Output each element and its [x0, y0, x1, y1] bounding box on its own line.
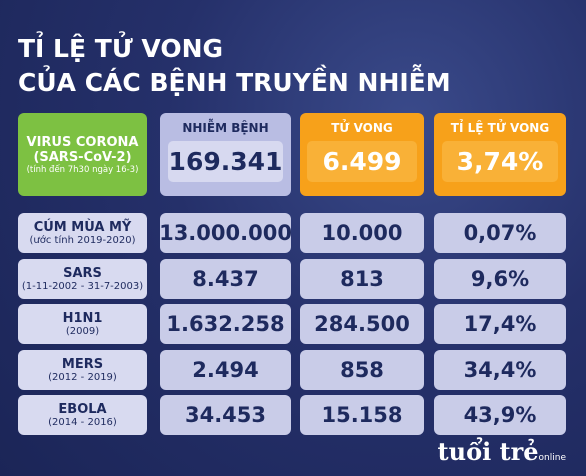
- title: TỈ LỆ TỬ VONG: [18, 34, 224, 63]
- rate-cell: 43,9%: [434, 395, 566, 435]
- cases-cell: 13.000.000: [159, 213, 292, 253]
- disease-name: EBOLA: [58, 402, 107, 417]
- disease-name: SARS: [63, 265, 102, 281]
- column-header: TỬ VONG: [331, 121, 393, 135]
- rate-box: TỈ LỆ TỬ VONG 3,74%: [434, 113, 566, 196]
- disease-period: (2014 - 2016): [48, 417, 117, 428]
- deaths-value: 6.499: [307, 141, 417, 182]
- deaths-box: TỬ VONG 6.499: [300, 113, 424, 196]
- featured-name: VIRUS CORONA (SARS-CoV-2) (tính đến 7h30…: [18, 113, 147, 196]
- disease-period: (2012 - 2019): [48, 371, 117, 383]
- rate-value: 3,74%: [441, 141, 559, 182]
- disease-name: CÚM MÙA MỸ: [33, 220, 132, 235]
- cases-value: 169.341: [167, 141, 284, 182]
- row-name: EBOLA (2014 - 2016): [18, 395, 147, 435]
- deaths-cell: 284.500: [300, 304, 424, 344]
- deaths-cell: 10.000: [300, 213, 424, 253]
- row-name: SARS (1-11-2002 - 31-7-2003): [18, 258, 147, 299]
- row-name: H1N1 (2009): [18, 304, 147, 344]
- row-name: MERS (2012 - 2019): [18, 349, 147, 390]
- row-name: CÚM MÙA MỸ (ước tính 2019-2020): [18, 213, 147, 253]
- cases-cell: 2.494: [160, 349, 291, 390]
- cases-cell: 34.453: [160, 395, 291, 435]
- disease-period: (1-11-2002 - 31-7-2003): [21, 280, 144, 292]
- cases-box: NHIỄM BỆNH 169.341: [160, 113, 291, 196]
- disease-period: (2009): [65, 326, 100, 337]
- rate-cell: 0,07%: [434, 213, 566, 253]
- rate-cell: 9,6%: [434, 258, 566, 299]
- cases-cell: 8.437: [160, 258, 291, 299]
- column-header: TỈ LỆ TỬ VONG: [450, 121, 550, 135]
- cases-cell: 1.632.258: [160, 304, 291, 344]
- logo: tuổi trẻonline: [438, 437, 566, 466]
- rate-cell: 34,4%: [434, 349, 566, 390]
- logo-sub: online: [538, 453, 566, 463]
- deaths-cell: 858: [300, 349, 424, 390]
- disease-period: (ước tính 2019-2020): [29, 235, 136, 246]
- disease-name: MERS: [61, 356, 104, 372]
- disease-sub: (SARS-CoV-2): [33, 149, 132, 165]
- disease-name: H1N1: [62, 311, 103, 326]
- deaths-cell: 813: [300, 258, 424, 299]
- title: CỦA CÁC BỆNH TRUYỀN NHIỄM: [18, 68, 451, 97]
- deaths-cell: 15.158: [300, 395, 424, 435]
- column-header: NHIỄM BỆNH: [182, 121, 269, 135]
- disease-name: VIRUS CORONA: [26, 134, 139, 150]
- logo-brand: tuổi trẻ: [437, 437, 539, 466]
- rate-cell: 17,4%: [434, 304, 566, 344]
- note: (tính đến 7h30 ngày 16-3): [26, 164, 139, 175]
